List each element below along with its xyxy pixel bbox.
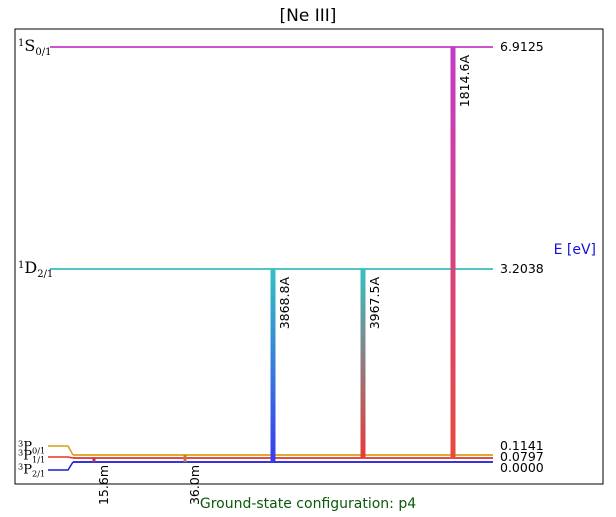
level-1S0: 1S0/1 6.9125: [18, 36, 544, 58]
level-term-label: 3P1/1: [18, 447, 45, 464]
transition-1814.6A: 1814.6A: [450, 47, 472, 458]
level-stub: [48, 461, 74, 471]
level-energy-label: 0.0797: [500, 449, 544, 464]
ground-state-configuration: Ground-state configuration: p4: [200, 496, 416, 512]
transition-wavelength-label: 1814.6A: [457, 55, 472, 108]
level-1D2: 1D2/1 3.2038: [18, 258, 544, 280]
energy-axis-label: E [eV]: [554, 242, 596, 258]
plot-frame: [14, 28, 604, 485]
level-term-label: 3P0/1: [18, 438, 45, 455]
ir-transition-label: 36.0m: [187, 465, 202, 505]
ir-transition-36.0m: 36.0m: [183, 455, 202, 505]
transition-line: [360, 269, 366, 458]
level-term-label: 1S0/1: [18, 36, 51, 58]
level-term-label: 3P2/1: [18, 461, 45, 478]
transition-3967.5A: 3967.5A: [360, 269, 382, 458]
level-energy-label: 0.0000: [500, 460, 544, 475]
level-energy-label: 0.1141: [500, 438, 544, 453]
transition-3868.8A: 3868.8A: [270, 269, 292, 462]
diagram-title: [Ne III]: [280, 6, 337, 26]
level-energy-label: 6.9125: [500, 39, 544, 54]
level-term-label: 1D2/1: [18, 258, 53, 280]
ir-transition-15.6m: 15.6m: [92, 458, 111, 505]
ir-transition-label: 15.6m: [96, 465, 111, 505]
transition-wavelength-label: 3967.5A: [367, 277, 382, 330]
levels-layer: 1S0/1 6.9125 1D2/1 3.2038 3P0/1 0.1141 3P1/1 0.…: [18, 36, 544, 479]
level-energy-label: 3.2038: [500, 261, 544, 276]
level-3P2: 3P2/1 0.0000: [18, 460, 544, 479]
transition-line: [270, 269, 276, 462]
level-stub: [48, 445, 74, 456]
level-3P0: 3P0/1 0.1141: [18, 438, 544, 456]
ir-transitions-layer: 15.6m 36.0m: [92, 455, 202, 505]
transition-line: [450, 47, 456, 458]
transition-wavelength-label: 3868.8A: [277, 277, 292, 330]
level-stub: [48, 456, 74, 459]
transitions-layer: 3868.8A 3967.5A 1814.6A: [270, 47, 472, 462]
level-3P1: 3P1/1 0.0797: [18, 447, 544, 464]
